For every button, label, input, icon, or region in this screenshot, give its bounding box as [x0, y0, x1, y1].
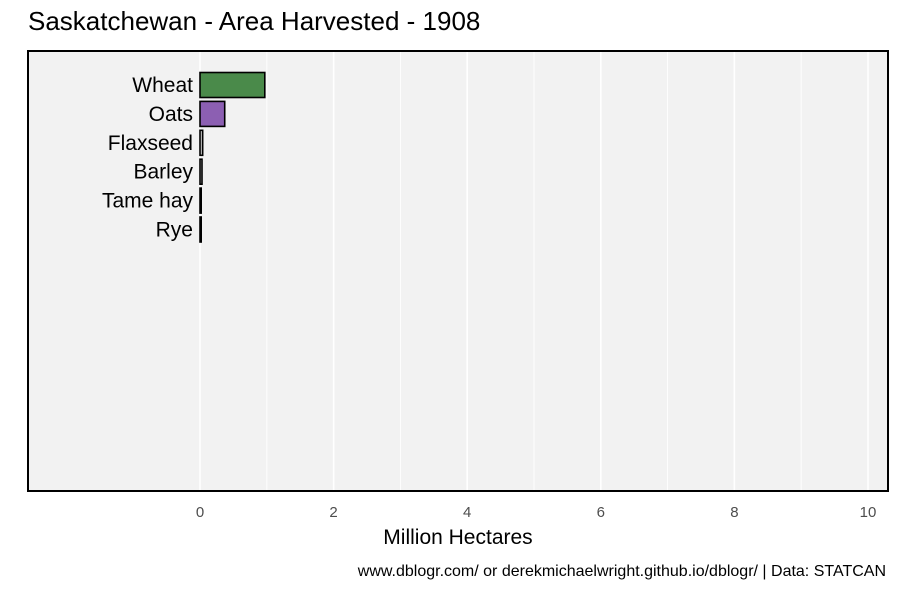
x-tick-label: 2	[329, 504, 337, 521]
category-label: Oats	[149, 103, 193, 126]
caption: www.dblogr.com/ or derekmichaelwright.gi…	[357, 563, 886, 580]
bar-oats	[199, 100, 226, 128]
bar-flaxseed	[199, 129, 204, 157]
plot-background	[28, 51, 888, 491]
category-labels: Wheat Oats Flaxseed Barley Tame hay Rye	[102, 74, 194, 242]
plot-panel	[28, 51, 888, 491]
chart-title: Saskatchewan - Area Harvested - 1908	[28, 6, 481, 36]
x-tick-label: 6	[597, 504, 605, 521]
gridlines	[199, 51, 869, 491]
bar-wheat	[199, 71, 266, 99]
category-label: Barley	[133, 161, 193, 184]
x-axis-ticks: 0 2 4 6 8 10	[196, 504, 877, 521]
bar-rye	[199, 216, 203, 243]
plot-border	[27, 50, 889, 492]
bar-tame-hay	[199, 187, 203, 214]
category-label: Tame hay	[102, 190, 194, 213]
x-tick-label: 8	[730, 504, 738, 521]
x-tick-label: 4	[463, 504, 471, 521]
panel-border	[27, 50, 889, 492]
category-label: Flaxseed	[108, 132, 193, 155]
x-tick-label: 0	[196, 504, 204, 521]
category-label: Wheat	[132, 74, 193, 97]
category-label: Rye	[156, 219, 193, 242]
x-tick-label: 10	[860, 504, 877, 521]
x-axis-label-text: Million Hectares	[383, 526, 533, 549]
bar-barley	[199, 158, 203, 185]
bars	[199, 71, 266, 243]
x-axis-label: Million Hectares	[0, 526, 900, 550]
